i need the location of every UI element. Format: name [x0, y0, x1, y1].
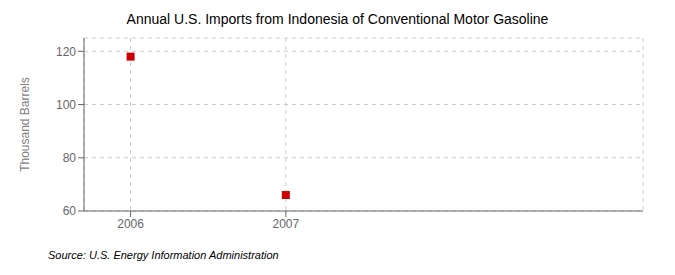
svg-text:60: 60: [63, 204, 77, 218]
svg-text:80: 80: [63, 151, 77, 165]
svg-text:2007: 2007: [273, 217, 300, 231]
svg-text:120: 120: [56, 45, 76, 59]
html-text:Source: U.S. Energy Informatio: Source: U.S. Energy Information Administ…: [48, 249, 279, 261]
svg-text:100: 100: [56, 98, 76, 112]
svg-text:2006: 2006: [117, 217, 144, 231]
html-text:Annual U.S. Imports from Indon: Annual U.S. Imports from Indonesia of Co…: [126, 11, 549, 27]
svg-text:Thousand Barrels: Thousand Barrels: [18, 77, 32, 172]
